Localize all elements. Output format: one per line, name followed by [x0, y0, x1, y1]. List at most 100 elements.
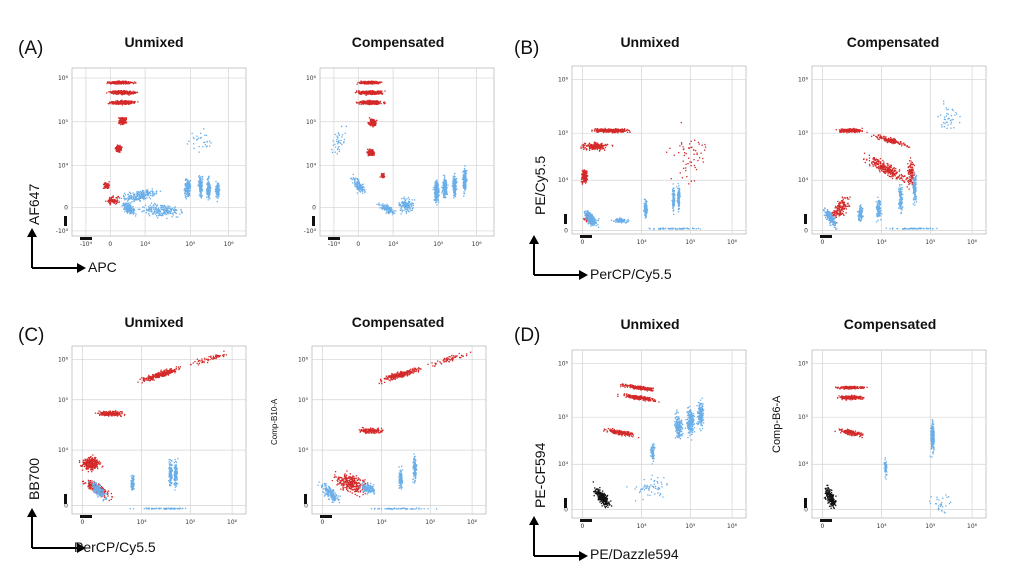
data-point: [452, 179, 454, 181]
data-point: [443, 183, 445, 185]
data-point: [383, 174, 385, 176]
data-point: [591, 130, 593, 132]
data-point: [435, 189, 437, 191]
data-point: [132, 209, 135, 211]
data-point: [104, 185, 106, 187]
data-point: [371, 120, 374, 122]
data-point: [199, 188, 202, 190]
data-point: [463, 183, 465, 185]
data-point: [371, 118, 373, 120]
data-point: [119, 147, 121, 149]
data-point: [217, 197, 219, 199]
data-point: [159, 210, 161, 212]
data-point: [145, 191, 147, 193]
x-tick-label: 10⁶: [472, 241, 483, 248]
data-point: [443, 195, 445, 198]
data-point: [122, 203, 124, 205]
data-point: [410, 207, 412, 209]
data-point: [112, 82, 114, 84]
data-point: [604, 127, 606, 130]
data-point: [125, 101, 127, 103]
data-point: [368, 123, 370, 125]
data-point: [156, 204, 158, 206]
data-point: [124, 199, 126, 201]
data-point: [406, 204, 408, 206]
data-point: [144, 193, 146, 195]
y-tick-label: 10⁶: [58, 75, 69, 82]
data-point: [125, 81, 128, 83]
data-point: [335, 146, 337, 148]
data-point: [363, 189, 365, 191]
data-point: [124, 80, 126, 82]
data-point: [149, 210, 151, 212]
data-point: [466, 180, 468, 182]
data-point: [120, 117, 122, 119]
data-point: [382, 203, 384, 205]
data-point: [355, 101, 358, 103]
data-point: [148, 192, 150, 194]
data-point: [169, 212, 171, 215]
data-point: [109, 202, 111, 204]
data-point: [125, 103, 127, 105]
data-point: [367, 91, 369, 93]
data-point: [371, 101, 373, 103]
data-point: [445, 184, 447, 186]
data-point: [128, 195, 130, 197]
data-point: [376, 119, 378, 121]
data-point: [110, 92, 112, 94]
data-point: [187, 187, 189, 189]
data-point: [384, 207, 387, 209]
data-point: [218, 192, 220, 194]
data-point: [463, 195, 465, 197]
data-point: [126, 208, 128, 210]
axis-origin-mark: [64, 216, 67, 226]
data-point: [189, 189, 191, 191]
data-point: [361, 187, 363, 189]
data-point: [352, 177, 355, 179]
data-point: [107, 103, 109, 105]
data-point: [366, 151, 368, 153]
data-point: [199, 179, 201, 181]
data-point: [453, 185, 456, 187]
data-point: [185, 183, 187, 186]
data-point: [435, 198, 437, 200]
data-point: [187, 190, 189, 192]
data-point: [385, 212, 387, 214]
data-point: [151, 195, 153, 197]
data-point: [359, 102, 361, 104]
data-point: [122, 202, 125, 204]
data-point: [402, 204, 404, 207]
data-point: [436, 198, 438, 200]
data-point: [359, 101, 361, 103]
data-point: [155, 208, 157, 210]
data-point: [136, 194, 138, 197]
data-point: [154, 213, 156, 215]
data-point: [193, 143, 195, 145]
data-point: [335, 140, 338, 142]
data-point: [452, 182, 454, 185]
data-point: [373, 90, 375, 92]
data-point: [354, 180, 356, 182]
data-point: [187, 192, 189, 194]
data-point: [454, 187, 456, 189]
data-point: [386, 208, 388, 210]
data-point: [128, 204, 130, 206]
data-point: [381, 173, 383, 175]
data-point: [110, 200, 112, 202]
data-point: [109, 91, 111, 93]
data-point: [137, 194, 139, 196]
data-point: [464, 172, 466, 174]
data-point: [464, 186, 466, 188]
data-point: [119, 144, 121, 146]
data-point: [452, 177, 454, 179]
data-point: [388, 208, 390, 211]
data-point: [123, 194, 125, 197]
data-point: [370, 100, 372, 102]
data-point: [408, 198, 410, 200]
data-point: [117, 145, 120, 147]
data-point: [113, 90, 115, 92]
data-point: [133, 199, 135, 201]
data-point: [436, 204, 438, 206]
data-point: [201, 185, 203, 188]
data-point: [119, 91, 121, 93]
